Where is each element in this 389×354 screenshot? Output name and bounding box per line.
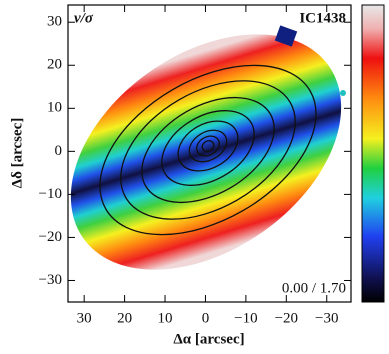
y-tick-label: 30 [47,14,62,30]
plot-frame [67,4,352,303]
y-axis-label: Δδ [arcsec] [9,118,25,189]
colorbar [361,4,385,303]
x-tick-label: −10 [234,310,257,326]
map-field [70,34,342,270]
x-tick-label: 0 [202,310,210,326]
map-blob [274,25,298,47]
y-tick-label: 20 [47,57,62,73]
x-tick-label: 30 [77,310,92,326]
x-tick-label: −30 [315,310,338,326]
y-tick-label: −10 [39,186,62,202]
colorbar-range: 0.00 / 1.70 [282,280,346,296]
velocity-map [70,25,346,270]
galaxy-label: IC1438 [299,10,346,26]
y-tick-label: 10 [47,100,62,116]
map-title: v/σ [74,10,94,26]
contours [99,64,317,236]
y-tick-label: −20 [39,229,62,245]
x-tick-label: 10 [158,310,173,326]
x-axis-label: Δα [arcsec] [173,331,244,347]
y-tick-label: 0 [55,143,63,159]
x-tick-label: 20 [117,310,132,326]
x-tick-label: −20 [275,310,298,326]
y-tick-label: −30 [39,272,62,288]
map-blob [340,90,346,96]
